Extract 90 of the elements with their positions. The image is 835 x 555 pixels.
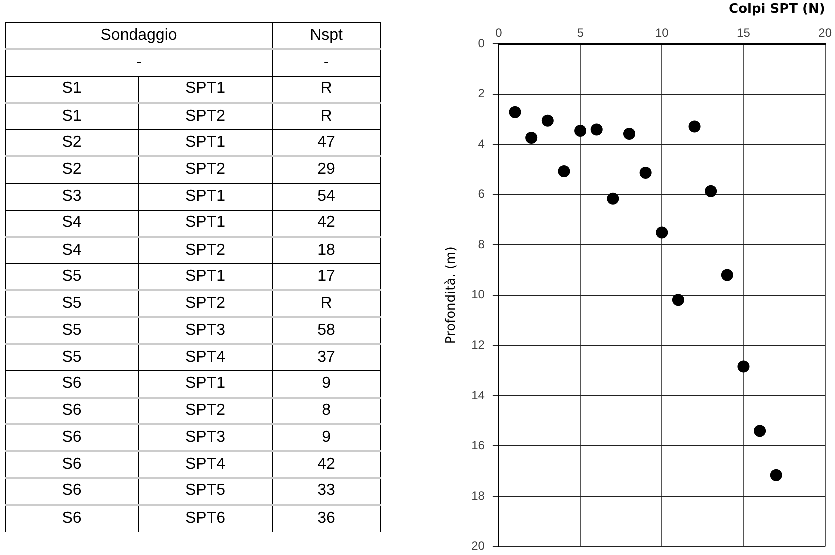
text: S4 [62,214,82,232]
text: 33 [318,482,336,500]
text: SPT2 [186,402,226,420]
point [705,185,718,198]
text: 9 [322,375,331,392]
text: 47 [318,134,336,151]
text: SPT1 [186,375,226,392]
point [509,106,522,118]
text: SPT6 [186,510,226,527]
text: SPT2 [186,294,226,312]
text: S2 [62,134,82,151]
y-tick-label: 4 [478,136,486,151]
y-tick-label: 6 [478,187,486,202]
text: SPT1 [186,268,226,285]
text: 18 [318,242,336,259]
text: S6 [62,428,82,446]
text: 9 [322,428,331,446]
text: SPT1 [186,188,226,205]
y-tick-label: 2 [478,86,486,101]
text: 8 [322,402,331,420]
text: 42 [318,214,336,232]
point [721,269,734,282]
y-tick-label: 16 [472,438,486,453]
text: R [320,108,332,125]
y-tick-label: 10 [472,288,486,302]
text: S5 [62,348,82,366]
point [526,132,538,144]
text: 17 [318,268,336,285]
text: SPT2 [186,161,226,178]
y-tick-label: 18 [472,488,486,503]
text: 37 [318,348,336,366]
y-tick-label: 8 [478,237,486,252]
text: S6 [62,482,82,500]
text: S1 [62,80,82,98]
text: SPT4 [186,348,226,366]
text: S3 [62,188,82,205]
text: SPT4 [186,456,226,473]
point [590,124,603,136]
x-tick-label: 0 [496,26,503,40]
point [542,114,554,127]
text: SPT3 [186,428,226,446]
point [624,128,636,140]
point [574,124,587,137]
text: S6 [62,510,82,527]
y-tick-label: 20 [472,539,486,554]
text: - [324,54,330,71]
x-axis-title: Colpi SPT (N) [729,2,826,18]
text: - [136,54,142,71]
x-tick-label: 10 [655,26,670,40]
y-axis-title: Profondità. (m) [444,246,460,344]
text: SPT5 [186,482,226,500]
text: S2 [62,161,82,178]
y-tick-label: 0 [478,36,486,50]
text: S5 [62,322,82,339]
text: S6 [62,402,82,420]
text: S5 [62,268,82,285]
text: S6 [62,375,82,392]
text: SPT2 [186,242,226,259]
text: S4 [62,242,82,259]
point [607,192,620,205]
text: R [320,294,332,312]
text: 36 [318,510,336,527]
text: SPT1 [186,214,226,232]
text: 58 [318,322,336,339]
category-label: Nspt [272,22,381,50]
text: S5 [62,294,82,312]
category-label: Sondaggio [6,22,273,50]
point [754,425,766,438]
point [558,165,570,178]
text: 42 [318,456,336,473]
point [738,360,750,373]
point [688,120,701,133]
y-tick-label: 12 [472,338,486,352]
point [770,469,782,482]
text: S1 [62,108,82,125]
y-tick-label: 14 [472,388,486,402]
text: 54 [318,188,336,205]
point [656,226,668,239]
text: 29 [318,161,336,178]
text: SPT1 [186,134,226,151]
x-tick-label: 20 [818,26,832,40]
text: R [320,80,332,98]
x-tick-label: 5 [577,26,584,40]
x-tick-label: 15 [737,26,751,40]
text: SPT1 [186,80,226,98]
point [640,166,652,179]
text: S6 [62,456,82,473]
text: SPT2 [186,108,226,125]
point [672,294,684,306]
text: SPT3 [186,322,226,339]
